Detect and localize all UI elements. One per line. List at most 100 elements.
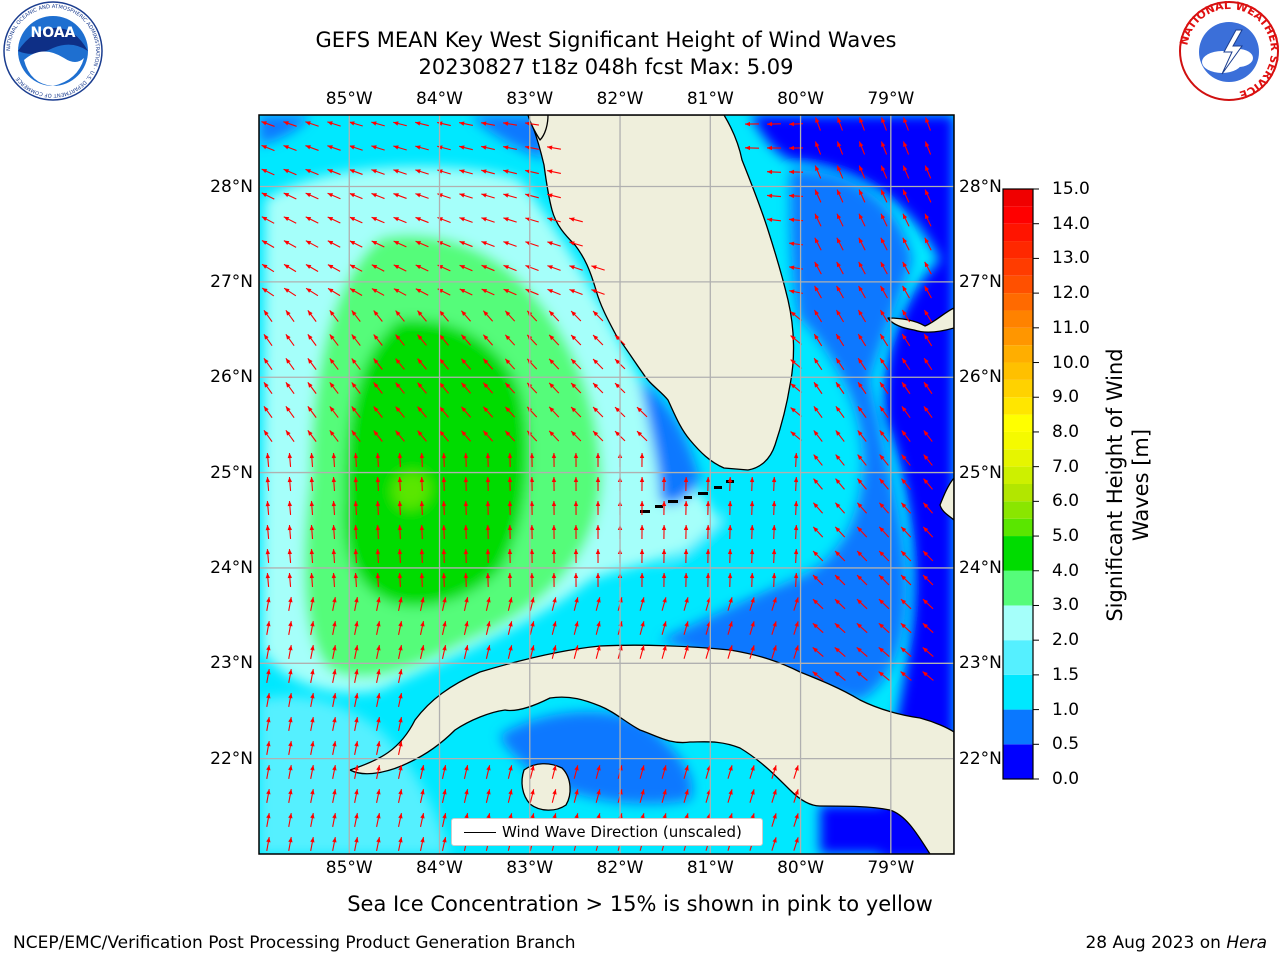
wave-arrow xyxy=(923,478,933,490)
wave-arrow xyxy=(551,452,557,468)
wave-arrow xyxy=(529,572,535,588)
wave-arrow xyxy=(790,431,802,441)
wave-arrow xyxy=(329,382,339,394)
wave-arrow xyxy=(395,382,405,394)
wave-arrow xyxy=(441,476,447,492)
wave-arrow xyxy=(900,646,912,658)
colorbar-tick-label: 12.0 xyxy=(1052,283,1090,304)
wave-arrow xyxy=(705,597,711,611)
wave-arrow xyxy=(482,430,494,442)
wave-arrow xyxy=(419,524,425,540)
colorbar-segment xyxy=(1003,674,1033,710)
wave-arrow xyxy=(814,213,822,227)
wave-arrow xyxy=(460,310,472,322)
wave-arrow xyxy=(288,693,293,707)
wave-arrow xyxy=(661,476,667,492)
wave-arrow xyxy=(573,597,579,611)
wave-arrow xyxy=(878,502,890,514)
wave-arrow xyxy=(417,430,427,442)
wave-arrow xyxy=(858,165,866,179)
wave-arrow xyxy=(683,597,689,611)
wave-arrow xyxy=(507,645,513,659)
wave-arrow xyxy=(835,478,845,490)
wave-arrow xyxy=(485,572,491,588)
wave-arrow xyxy=(327,287,341,297)
wave-arrow xyxy=(548,382,560,394)
wave-arrow xyxy=(790,407,802,417)
wave-arrow xyxy=(727,789,733,803)
wave-arrow xyxy=(441,452,447,468)
wave-arrow xyxy=(398,717,403,731)
colorbar-tick-label: 4.0 xyxy=(1052,560,1080,581)
wave-arrow xyxy=(263,381,273,395)
wave-arrow xyxy=(793,572,799,588)
wave-arrow xyxy=(592,334,604,346)
lon-tick-top-4: 81°W xyxy=(686,89,734,109)
wave-arrow xyxy=(705,548,711,564)
wave-arrow xyxy=(485,524,491,540)
wave-arrow xyxy=(878,622,890,634)
wave-arrow xyxy=(880,165,888,179)
wave-arrow xyxy=(879,430,889,442)
wave-arrow xyxy=(283,168,297,176)
wave-arrow xyxy=(727,597,733,611)
wave-arrow xyxy=(463,572,469,588)
wave-arrow xyxy=(878,574,890,586)
wave-arrow xyxy=(836,189,844,203)
wave-arrow xyxy=(309,548,315,564)
colorbar-segment xyxy=(1003,327,1033,346)
wave-arrow xyxy=(376,597,381,611)
wave-arrow xyxy=(417,358,427,370)
wave-arrow xyxy=(548,310,560,322)
wave-arrow xyxy=(283,144,297,152)
wave-arrow xyxy=(856,502,868,514)
wave-arrow xyxy=(327,192,341,200)
wave-arrow xyxy=(793,548,799,564)
wave-arrow xyxy=(441,500,447,516)
wave-arrow xyxy=(417,334,427,346)
wave-arrow xyxy=(307,430,317,442)
wave-arrow xyxy=(459,145,473,151)
colorbar-label: Significant Height of Wind Waves [m] xyxy=(1103,348,1153,622)
wave-arrow xyxy=(900,502,912,514)
wave-arrow xyxy=(749,548,755,564)
colorbar-tick-label: 0.5 xyxy=(1052,734,1080,755)
wave-arrow xyxy=(261,144,275,152)
wave-arrow xyxy=(287,500,293,516)
gridlines xyxy=(259,115,954,854)
cuba xyxy=(349,644,954,854)
lon-tick-bottom-5: 80°W xyxy=(777,858,825,878)
wave-arrow xyxy=(812,646,824,658)
wave-arrow xyxy=(771,524,777,540)
wave-arrow xyxy=(835,333,845,347)
colorbar-segment xyxy=(1003,466,1033,484)
wave-arrow xyxy=(353,572,359,588)
wave-arrow xyxy=(548,358,560,370)
wave-arrow xyxy=(261,192,275,200)
wave-arrow xyxy=(923,357,933,371)
wave-arrow xyxy=(310,717,315,731)
wave-arrow xyxy=(503,264,517,272)
wave-arrow xyxy=(485,548,491,564)
wave-arrow xyxy=(419,645,425,659)
noaa-logo: NATIONAL OCEANIC AND ATMOSPHERIC ADMINIS… xyxy=(3,1,103,101)
wave-arrow xyxy=(485,500,491,516)
wave-arrow xyxy=(266,765,271,779)
wave-arrow xyxy=(397,452,403,468)
wave-arrow xyxy=(309,500,315,516)
wave-arrow xyxy=(812,622,824,634)
wave-arrow xyxy=(419,621,425,635)
wave-arrow xyxy=(507,789,513,803)
colorbar-tick-label: 3.0 xyxy=(1052,595,1080,616)
wave-arrow xyxy=(439,310,449,322)
wave-arrow xyxy=(288,813,293,827)
wave-arrow xyxy=(441,621,447,635)
wave-arrow xyxy=(592,406,604,418)
colorbar-segment xyxy=(1003,223,1033,242)
wave-arrow xyxy=(858,261,866,275)
wave-arrow xyxy=(398,669,403,683)
wave-arrow xyxy=(793,789,799,803)
wave-arrow xyxy=(373,406,383,418)
wave-arrow xyxy=(288,837,293,851)
wave-arrow xyxy=(878,646,890,658)
